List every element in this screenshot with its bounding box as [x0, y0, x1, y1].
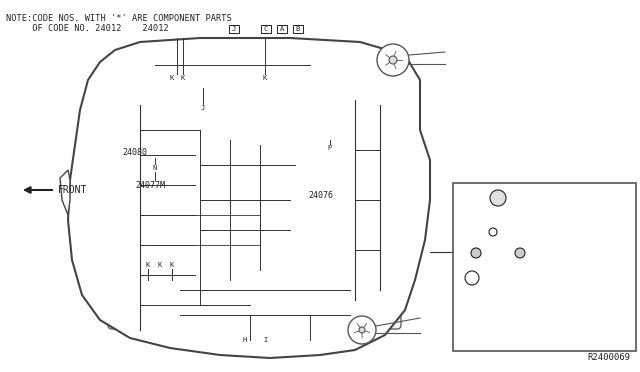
Bar	[260, 74, 269, 82]
Bar	[300, 96, 316, 108]
Text: 24076: 24076	[308, 191, 333, 200]
Text: K: K	[170, 75, 174, 81]
Text: FRONT: FRONT	[58, 185, 88, 195]
Text: J: J	[201, 105, 205, 111]
Text: 08146-8162G: 08146-8162G	[475, 268, 526, 277]
Bar	[320, 128, 336, 140]
Circle shape	[515, 248, 525, 258]
Text: K: K	[263, 75, 267, 81]
Text: 24080: 24080	[508, 301, 533, 310]
Text: K: K	[158, 262, 162, 268]
Text: 24345: 24345	[463, 194, 488, 203]
Bar	[279, 144, 287, 152]
Text: B: B	[296, 26, 300, 32]
Bar	[229, 25, 239, 33]
Bar	[379, 246, 387, 254]
Text: P: P	[328, 145, 332, 151]
Bar	[277, 25, 287, 33]
Bar	[198, 104, 207, 112]
Text: N: N	[153, 165, 157, 171]
Bar	[203, 116, 223, 132]
Bar	[240, 336, 250, 344]
Text: 24080: 24080	[122, 148, 147, 157]
Bar	[203, 95, 223, 111]
Text: C: C	[264, 26, 268, 32]
Bar	[320, 112, 336, 124]
Circle shape	[471, 248, 481, 258]
Circle shape	[490, 190, 506, 206]
Polygon shape	[320, 100, 420, 280]
Text: J: J	[232, 26, 236, 32]
PathPatch shape	[68, 38, 430, 358]
Bar	[293, 25, 303, 33]
Text: 24015G: 24015G	[458, 326, 488, 335]
Bar	[336, 159, 344, 167]
Bar	[179, 74, 188, 82]
FancyBboxPatch shape	[108, 61, 401, 329]
Bar	[336, 236, 344, 244]
Bar	[462, 247, 534, 302]
Circle shape	[377, 44, 409, 76]
Bar	[150, 164, 159, 172]
Polygon shape	[534, 237, 544, 302]
Text: 24077M: 24077M	[135, 181, 165, 190]
Text: A: A	[280, 26, 284, 32]
Text: H: H	[243, 337, 247, 343]
Bar	[295, 90, 355, 145]
Text: K: K	[170, 262, 174, 268]
Bar	[508, 215, 530, 245]
Bar	[261, 25, 271, 33]
Circle shape	[359, 327, 365, 333]
Circle shape	[389, 56, 397, 64]
Bar	[453, 183, 636, 351]
Circle shape	[348, 316, 376, 344]
PathPatch shape	[60, 170, 70, 215]
Text: M: M	[540, 199, 544, 208]
Bar	[351, 126, 359, 134]
Bar	[229, 159, 237, 167]
Bar	[336, 194, 344, 202]
Circle shape	[465, 271, 479, 285]
Bar	[228, 95, 248, 111]
Text: I: I	[263, 337, 267, 343]
Bar	[536, 199, 547, 208]
Bar	[266, 116, 274, 124]
Circle shape	[489, 228, 497, 236]
Text: OF CODE NO. 24012    24012: OF CODE NO. 24012 24012	[6, 24, 169, 33]
Bar	[300, 128, 316, 140]
Bar	[167, 261, 177, 269]
Bar	[511, 220, 527, 228]
Bar	[168, 74, 177, 82]
Text: K: K	[181, 75, 185, 81]
Text: NOTE:CODE NOS. WITH '*' ARE COMPONENT PARTS: NOTE:CODE NOS. WITH '*' ARE COMPONENT PA…	[6, 14, 232, 23]
Text: B: B	[470, 273, 474, 282]
Bar	[379, 196, 387, 204]
Bar	[300, 112, 316, 124]
Bar	[195, 88, 260, 143]
Text: R2400069: R2400069	[587, 353, 630, 362]
Bar	[326, 144, 335, 152]
Bar	[490, 196, 506, 201]
Bar	[228, 116, 248, 132]
Bar	[351, 176, 359, 184]
Text: 1-24381M*: 1-24381M*	[540, 223, 582, 232]
Bar	[320, 96, 336, 108]
Polygon shape	[462, 237, 544, 247]
Bar	[260, 336, 270, 344]
Bar	[186, 159, 194, 167]
Bar	[379, 146, 387, 154]
Text: 24016P*: 24016P*	[458, 223, 490, 232]
Text: K: K	[146, 262, 150, 268]
Bar	[143, 261, 153, 269]
Bar	[511, 233, 527, 241]
Bar	[155, 261, 165, 269]
